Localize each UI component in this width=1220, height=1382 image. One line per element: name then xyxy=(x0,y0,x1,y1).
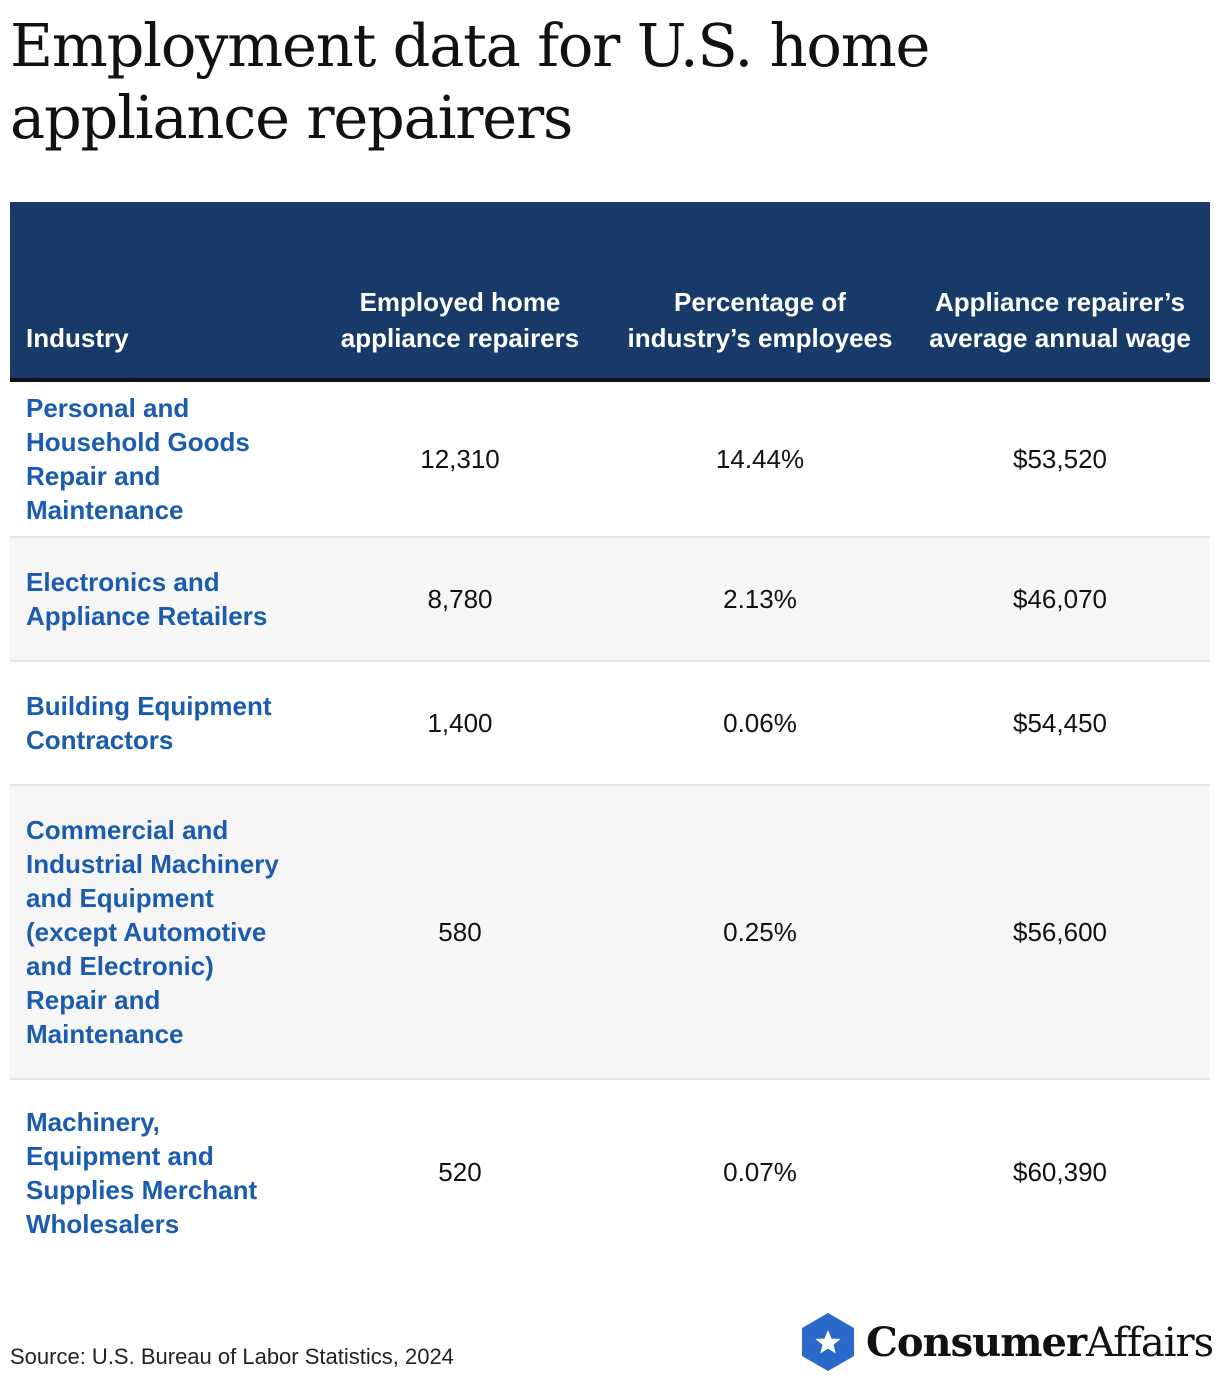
employed-cell: 520 xyxy=(438,1157,482,1187)
table-header-row: Industry Employed home appliance repaire… xyxy=(10,202,1210,380)
logo-wordmark-bold: Consumer xyxy=(866,1318,1087,1366)
table-row: Machinery, Equipment and Supplies Mercha… xyxy=(10,1079,1210,1265)
employed-cell: 8,780 xyxy=(427,583,493,614)
table-row: Building Equipment Contractors 1,400 0.0… xyxy=(10,661,1210,785)
percentage-cell: 2.13% xyxy=(723,583,797,614)
wage-cell: $54,450 xyxy=(1013,707,1107,738)
industry-cell: Machinery, Equipment and Supplies Mercha… xyxy=(26,1106,258,1239)
wage-cell: $60,390 xyxy=(1013,1157,1107,1187)
table-row: Personal and Household Goods Repair and … xyxy=(10,380,1210,537)
logo-wordmark: ConsumerAffairs xyxy=(866,1318,1214,1366)
percentage-cell: 0.06% xyxy=(723,707,797,738)
percentage-cell: 0.07% xyxy=(723,1157,797,1187)
percentage-cell: 14.44% xyxy=(715,443,805,474)
column-header-percentage: Percentage of industry’s employees xyxy=(627,287,893,353)
employed-cell: 1,400 xyxy=(427,707,493,738)
industry-cell: Building Equipment Contractors xyxy=(26,691,272,755)
employed-cell: 12,310 xyxy=(420,443,500,474)
table-row: Electronics and Appliance Retailers 8,78… xyxy=(10,537,1210,661)
wage-cell: $46,070 xyxy=(1013,583,1107,614)
wage-cell: $53,520 xyxy=(1013,443,1107,474)
page-title: Employment data for U.S. home appliance … xyxy=(10,11,930,152)
consumeraffairs-logo: ConsumerAffairs xyxy=(800,1310,1214,1374)
percentage-cell: 0.25% xyxy=(723,916,797,947)
source-note: Source: U.S. Bureau of Labor Statistics,… xyxy=(10,1344,454,1369)
industry-cell: Personal and Household Goods Repair and … xyxy=(26,393,250,525)
column-header-industry: Industry xyxy=(26,323,129,353)
star-shield-icon xyxy=(802,1313,854,1371)
table-row: Commercial and Industrial Machinery and … xyxy=(10,785,1210,1079)
column-header-wage: Appliance repairer’s average annual wage xyxy=(929,287,1191,353)
logo-wordmark-regular: Affairs xyxy=(1086,1319,1214,1366)
data-table: Industry Employed home appliance repaire… xyxy=(10,202,1210,1265)
employed-cell: 580 xyxy=(438,916,482,947)
wage-cell: $56,600 xyxy=(1013,916,1107,947)
industry-cell: Commercial and Industrial Machinery and … xyxy=(26,815,279,1049)
column-header-employed: Employed home appliance repairers xyxy=(340,287,580,353)
industry-cell: Electronics and Appliance Retailers xyxy=(26,567,268,631)
